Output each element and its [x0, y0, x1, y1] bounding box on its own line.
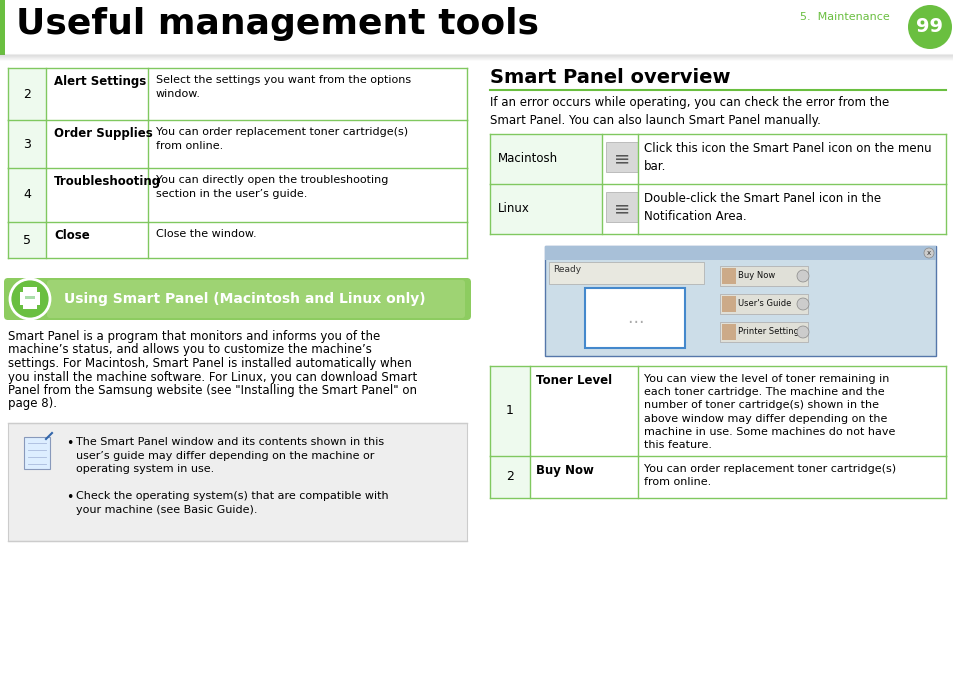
Circle shape	[10, 279, 50, 319]
Text: ≡: ≡	[613, 149, 630, 169]
Circle shape	[923, 248, 933, 258]
Text: machine’s status, and allows you to customize the machine’s: machine’s status, and allows you to cust…	[8, 344, 372, 356]
Text: 99: 99	[916, 18, 943, 36]
Text: You can view the level of toner remaining in
each toner cartridge. The machine a: You can view the level of toner remainin…	[643, 374, 895, 450]
Bar	[720, 322, 807, 342]
Bar	[605, 192, 638, 222]
Bar	[8, 423, 467, 541]
Text: you install the machine software. For Linux, you can download Smart: you install the machine software. For Li…	[8, 371, 416, 383]
FancyBboxPatch shape	[47, 280, 464, 318]
Text: Panel from the Samsung website (see "Installing the Smart Panel" on: Panel from the Samsung website (see "Ins…	[8, 384, 416, 397]
Text: ≡: ≡	[613, 200, 630, 219]
Bar	[490, 184, 601, 234]
Bar	[23, 304, 37, 309]
Bar	[0, 0, 5, 55]
Text: Using Smart Panel (Macintosh and Linux only): Using Smart Panel (Macintosh and Linux o…	[64, 292, 425, 306]
Bar	[548, 262, 703, 284]
Text: You can order replacement toner cartridge(s)
from online.: You can order replacement toner cartridg…	[156, 127, 408, 151]
Bar	[8, 68, 46, 120]
Bar	[721, 268, 735, 284]
Text: Printer Setting: Printer Setting	[738, 327, 799, 337]
Bar	[544, 246, 935, 356]
Text: •: •	[66, 491, 73, 504]
Bar	[25, 296, 35, 299]
Text: 4: 4	[23, 188, 30, 202]
Bar	[0, 0, 953, 55]
Bar	[720, 266, 807, 286]
Text: Toner Level: Toner Level	[536, 374, 612, 387]
Circle shape	[796, 326, 808, 338]
Text: Buy Now: Buy Now	[738, 271, 775, 281]
Text: 2: 2	[505, 470, 514, 483]
Text: 1: 1	[505, 404, 514, 418]
Bar	[490, 456, 530, 498]
Text: 3: 3	[23, 138, 30, 151]
Bar	[720, 294, 807, 314]
Text: Useful management tools: Useful management tools	[16, 7, 538, 41]
Bar	[8, 222, 46, 258]
Text: 5.  Maintenance: 5. Maintenance	[800, 12, 889, 22]
Text: Close the window.: Close the window.	[156, 229, 256, 239]
Text: User's Guide: User's Guide	[738, 300, 791, 308]
Text: The Smart Panel window and its contents shown in this
user’s guide may differ de: The Smart Panel window and its contents …	[76, 437, 384, 475]
Text: Order Supplies: Order Supplies	[54, 127, 152, 140]
Bar	[23, 287, 37, 293]
Bar	[605, 142, 638, 172]
Text: If an error occurs while operating, you can check the error from the
Smart Panel: If an error occurs while operating, you …	[490, 96, 888, 127]
Text: Linux: Linux	[497, 202, 529, 215]
Text: Alert Settings: Alert Settings	[54, 75, 146, 88]
Text: …: …	[626, 309, 642, 327]
FancyBboxPatch shape	[4, 278, 471, 320]
Bar	[24, 437, 50, 469]
Text: •: •	[66, 437, 73, 450]
Text: page 8).: page 8).	[8, 398, 57, 410]
Circle shape	[796, 270, 808, 282]
Text: x: x	[926, 250, 930, 256]
Bar	[721, 324, 735, 340]
Bar	[8, 168, 46, 222]
Bar	[490, 134, 601, 184]
Bar	[8, 120, 46, 168]
Text: 5: 5	[23, 234, 30, 246]
Text: Check the operating system(s) that are compatible with
your machine (see Basic G: Check the operating system(s) that are c…	[76, 491, 388, 514]
Text: Double-click the Smart Panel icon in the
Notification Area.: Double-click the Smart Panel icon in the…	[643, 192, 881, 223]
Circle shape	[907, 5, 951, 49]
Text: Click this icon the Smart Panel icon on the menu
bar.: Click this icon the Smart Panel icon on …	[643, 142, 931, 173]
Text: 2: 2	[23, 88, 30, 101]
Text: You can order replacement toner cartridge(s)
from online.: You can order replacement toner cartridg…	[643, 464, 895, 487]
Text: settings. For Macintosh, Smart Panel is installed automatically when: settings. For Macintosh, Smart Panel is …	[8, 357, 412, 370]
Text: Troubleshooting: Troubleshooting	[54, 175, 161, 188]
Text: Buy Now: Buy Now	[536, 464, 594, 477]
Text: Smart Panel is a program that monitors and informs you of the: Smart Panel is a program that monitors a…	[8, 330, 380, 343]
Text: Ready: Ready	[553, 265, 580, 275]
Bar	[20, 292, 40, 305]
Text: Macintosh: Macintosh	[497, 153, 558, 165]
Text: Close: Close	[54, 229, 90, 242]
Bar	[490, 366, 530, 456]
Bar	[584, 288, 684, 348]
Bar	[544, 246, 935, 260]
Text: You can directly open the troubleshooting
section in the user’s guide.: You can directly open the troubleshootin…	[156, 175, 388, 198]
Circle shape	[796, 298, 808, 310]
Text: Select the settings you want from the options
window.: Select the settings you want from the op…	[156, 75, 411, 99]
Text: Smart Panel overview: Smart Panel overview	[490, 68, 730, 87]
Bar	[721, 296, 735, 312]
